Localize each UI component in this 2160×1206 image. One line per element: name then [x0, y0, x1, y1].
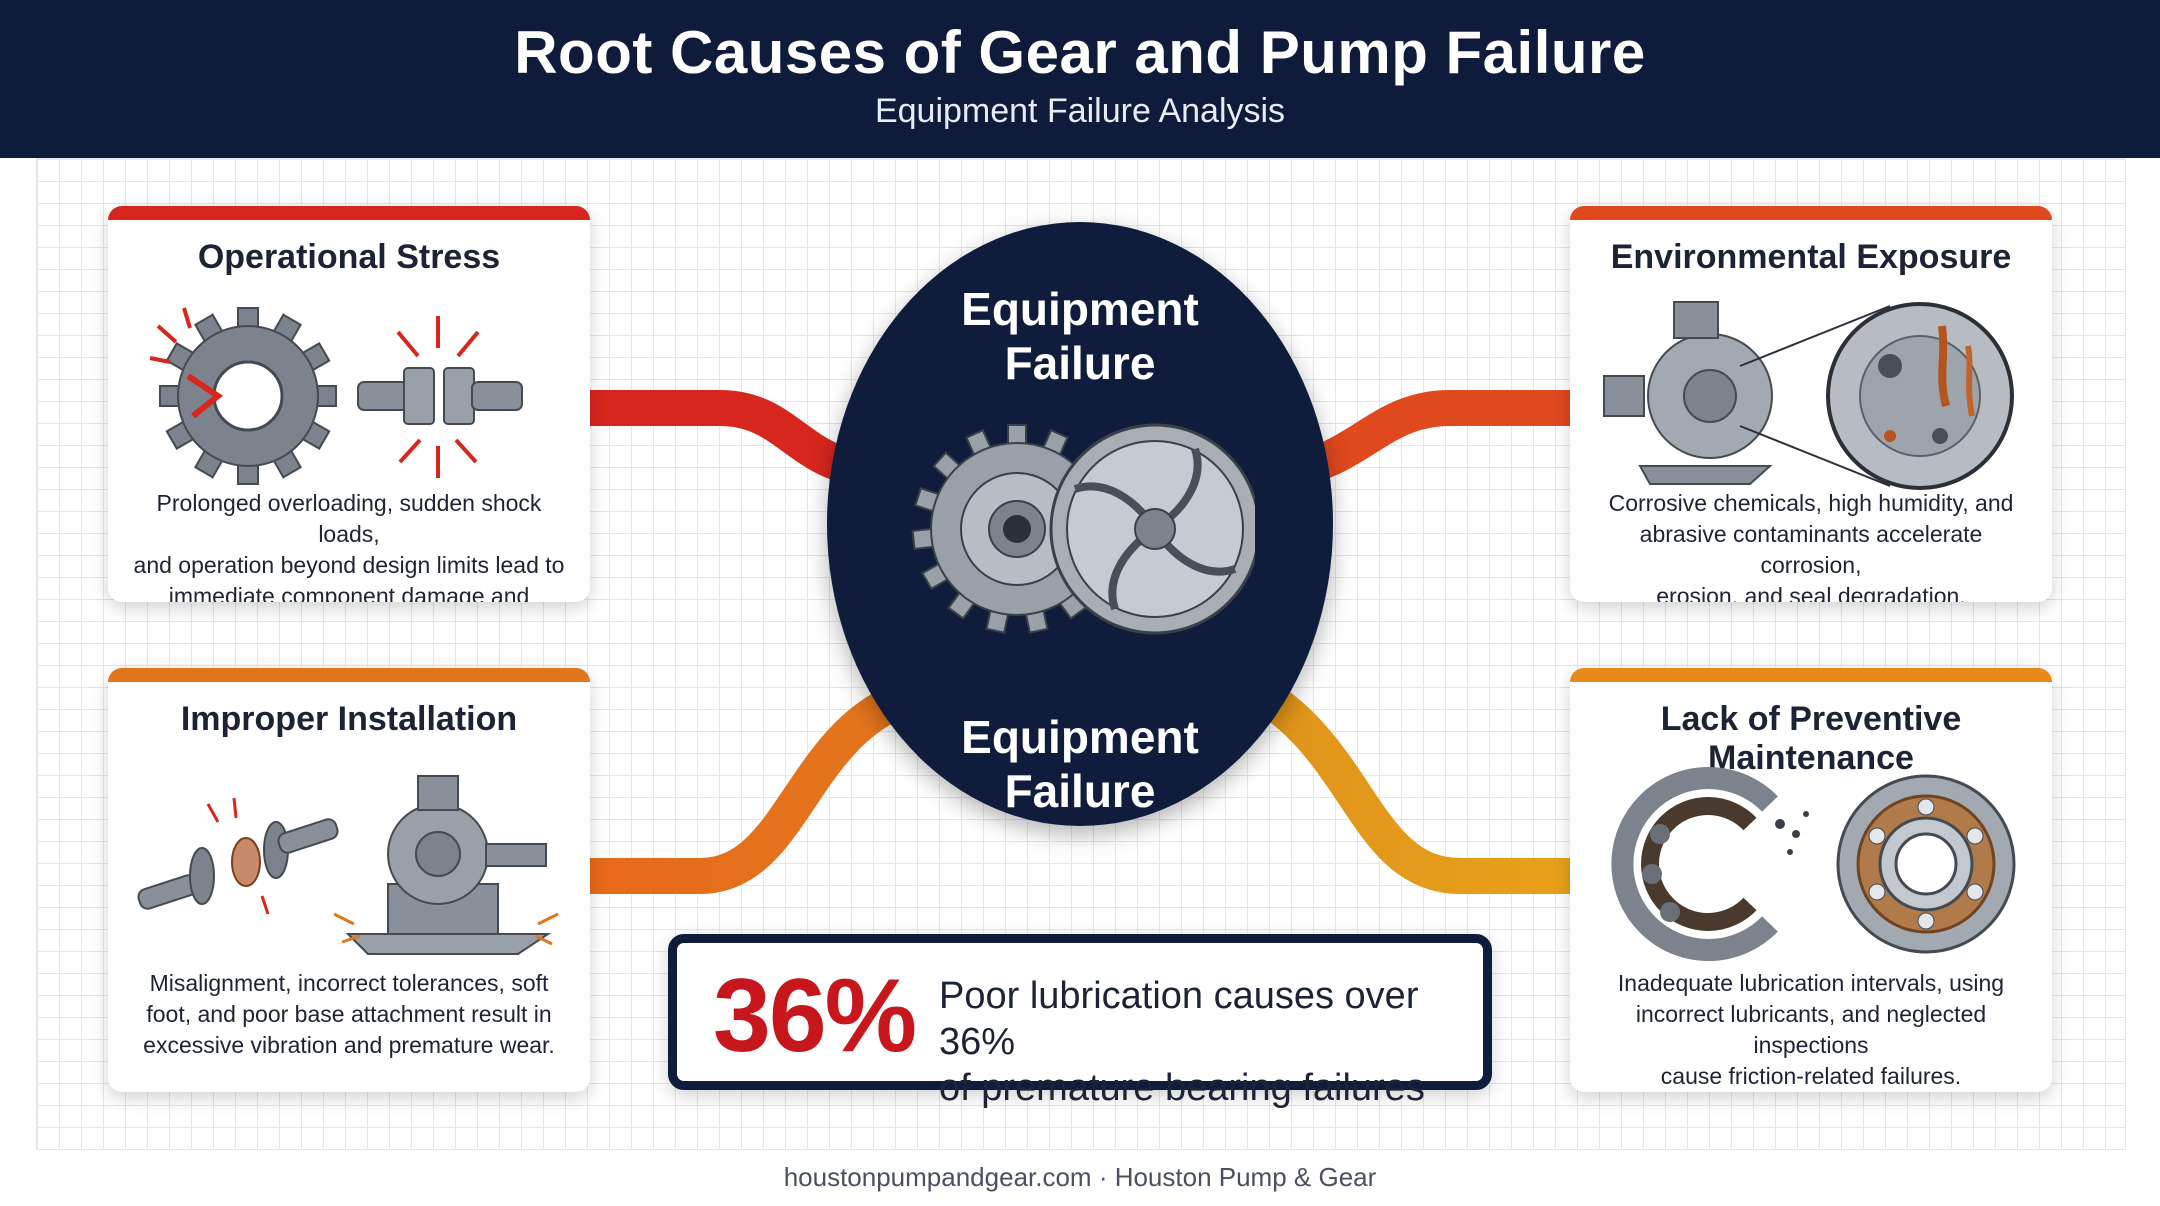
page-subtitle: Equipment Failure Analysis [874, 92, 1286, 130]
card-environmental-exposure: Environmental Exposure Corrosive chemica… [1570, 206, 2052, 602]
footer-credit: houstonpumpandgear.com · Houston Pump & … [783, 1162, 1377, 1192]
corroded-pump-illustration [1603, 301, 2014, 490]
card-accent-bar [1570, 668, 2052, 682]
card-accent-bar [1570, 206, 2052, 220]
card-accent-bar [108, 206, 590, 220]
connector-environmental [1286, 390, 1570, 488]
card-title: Operational Stress [197, 238, 501, 276]
misaligned-shaft-and-pump-illustration [137, 775, 559, 955]
card-description: Corrosive chemicals, high humidity, and … [1608, 490, 2014, 602]
card-improper-installation: Improper Installation Misalignment, inco… [108, 668, 590, 1092]
card-title: Environmental Exposure [1610, 238, 2012, 276]
connector-maintenance [1259, 685, 1570, 894]
page-title: Root Causes of Gear and Pump Failure [514, 19, 1646, 86]
stat-text: Poor lubrication causes over 36% of prem… [939, 975, 1425, 1109]
header: Root Causes of Gear and Pump Failure Equ… [0, 0, 2160, 158]
card-accent-bar [108, 668, 590, 682]
broken-gear-and-shaft-illustration [149, 307, 523, 485]
gear-and-impeller-icon [911, 423, 1255, 635]
hub-label-bottom: Equipment Failure [961, 711, 1199, 817]
card-title: Improper Installation [180, 700, 518, 738]
hub-label-top: Equipment Failure [961, 283, 1199, 389]
worn-bearings-illustration [1611, 767, 2016, 961]
lubrication-stat-callout: 36% Poor lubrication causes over 36% of … [668, 934, 1492, 1109]
card-title: Lack of Preventive Maintenance [1660, 700, 1962, 777]
card-operational-stress: Operational Stress [108, 206, 590, 602]
stat-value: 36% [713, 958, 917, 1074]
card-description: Prolonged overloading, sudden shock load… [133, 490, 565, 602]
card-description: Inadequate lubrication intervals, using … [1617, 970, 2005, 1089]
card-description: Misalignment, incorrect tolerances, soft… [143, 970, 555, 1058]
connector-installation [590, 683, 908, 894]
card-lack-of-preventive-maintenance: Lack of Preventive Maintenance Inadequat… [1570, 668, 2052, 1092]
central-hub: Equipment Failure [827, 222, 1333, 826]
